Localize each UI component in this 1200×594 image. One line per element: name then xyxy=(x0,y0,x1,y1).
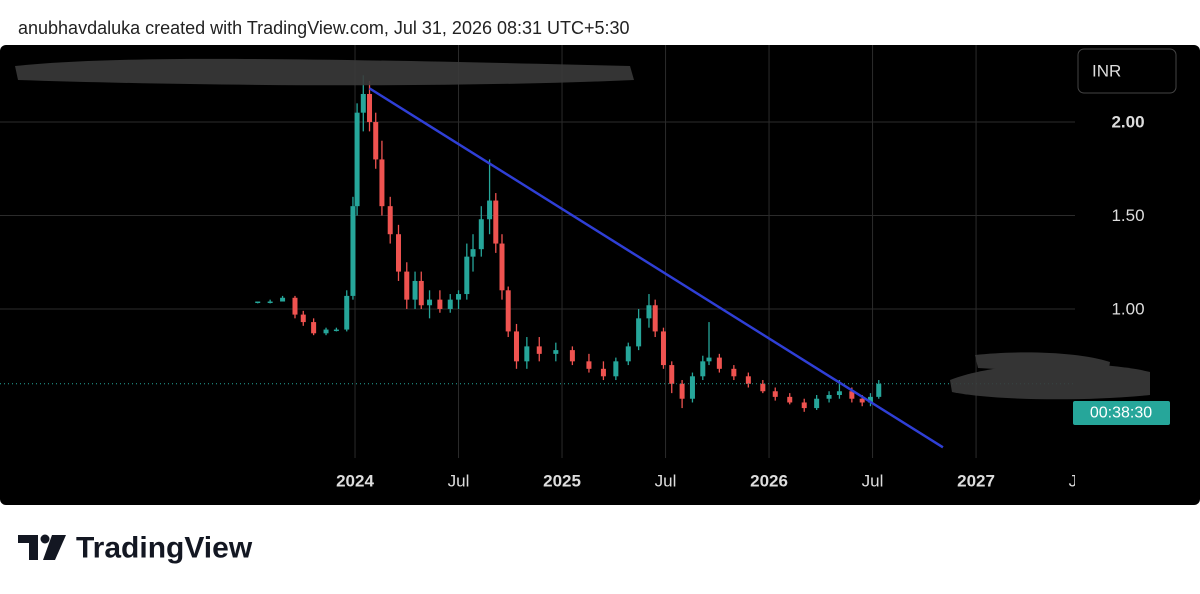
candle-body xyxy=(745,376,751,384)
candle-body xyxy=(669,365,675,384)
candle-body xyxy=(553,350,559,354)
candle-body xyxy=(646,305,652,319)
caption: anubhavdaluka created with TradingView.c… xyxy=(18,18,630,38)
y-tick-label: 1.00 xyxy=(1111,299,1144,318)
candle-body xyxy=(499,243,505,291)
x-tick-label: 2026 xyxy=(750,472,788,491)
candle-body xyxy=(636,318,642,347)
candle-body xyxy=(867,396,873,403)
candle-body xyxy=(360,93,366,113)
candle-body xyxy=(404,271,410,300)
candle-body xyxy=(586,361,592,369)
chart-panel xyxy=(0,45,1200,505)
candle-body xyxy=(731,368,737,377)
brand-logo xyxy=(18,534,66,560)
candle-body xyxy=(427,299,433,306)
candle-body xyxy=(470,249,476,257)
candle-body xyxy=(387,206,393,235)
x-tick-label: 2027 xyxy=(957,472,995,491)
candle-body xyxy=(292,297,298,315)
currency[interactable]: INR xyxy=(1092,62,1121,81)
x-tick-label: Jul xyxy=(655,472,677,491)
candle-body xyxy=(625,346,631,362)
candle-body xyxy=(569,350,575,362)
candle-body xyxy=(600,368,606,377)
candle-body xyxy=(412,280,418,300)
candle-body xyxy=(373,122,379,160)
plot-area xyxy=(0,75,1075,449)
candle-body xyxy=(505,290,511,332)
candle-body xyxy=(772,391,778,397)
candle-body xyxy=(513,331,519,362)
candle-body xyxy=(367,93,373,123)
x-tick-label: Jul xyxy=(448,472,470,491)
candle-body xyxy=(487,200,493,220)
candle-body xyxy=(826,394,832,399)
candle-body xyxy=(255,301,261,304)
candle-body xyxy=(344,295,350,330)
currency-box[interactable] xyxy=(1077,48,1177,94)
x-tick-label: 2024 xyxy=(336,472,374,491)
candle-body xyxy=(350,206,356,296)
candle-body xyxy=(300,314,306,323)
x-tick-label: Jul xyxy=(862,472,884,491)
candle-body xyxy=(787,396,793,403)
candle-body xyxy=(536,346,542,354)
candle-body xyxy=(876,383,882,397)
x-tick-label: Jul xyxy=(1069,472,1091,491)
candle-body xyxy=(418,280,424,306)
candle-body xyxy=(333,329,339,332)
candle-body xyxy=(689,376,695,399)
candle-body xyxy=(660,331,666,366)
candle-body xyxy=(478,219,484,250)
candle-body xyxy=(814,398,820,409)
candle-body xyxy=(652,305,658,332)
x-tick-label: 2025 xyxy=(543,472,581,491)
countdown-box xyxy=(1073,401,1170,425)
candle-body xyxy=(323,329,329,334)
candle-body xyxy=(267,301,273,304)
candle-body xyxy=(311,322,317,334)
candle-body xyxy=(280,297,286,302)
candle-body xyxy=(613,361,619,377)
candle-body xyxy=(437,299,443,309)
candle-body xyxy=(464,256,470,295)
candle-body xyxy=(716,357,722,369)
x-axis: 2024 Jul 2025 Jul 2026 Jul 2027 Jul xyxy=(336,472,1091,491)
candle-body xyxy=(447,299,453,309)
candle-body xyxy=(456,294,462,300)
candle-body xyxy=(760,383,766,392)
candle-body xyxy=(679,383,685,399)
trendline xyxy=(368,87,944,449)
candle-body xyxy=(395,234,401,272)
candle-body xyxy=(524,346,530,362)
candle-body xyxy=(836,391,842,395)
candle-body xyxy=(700,361,706,377)
brand: TradingView xyxy=(76,532,253,565)
candle-body xyxy=(859,398,865,403)
y-tick-label: 1.50 xyxy=(1111,206,1144,225)
candle-body xyxy=(354,112,360,207)
candle-body xyxy=(493,200,499,244)
countdown: 00:38:30 xyxy=(1090,405,1152,422)
candle-body xyxy=(706,357,712,362)
redaction xyxy=(15,58,1150,400)
y-tick-label: 2.00 xyxy=(1111,113,1144,132)
candle-body xyxy=(801,402,807,409)
candle-body xyxy=(849,391,855,399)
candle-body xyxy=(379,159,385,207)
axes: 1.00 1.50 2.00 2024 Jul 2025 Jul 2026 Jul 2027 Jul xyxy=(336,113,1144,491)
